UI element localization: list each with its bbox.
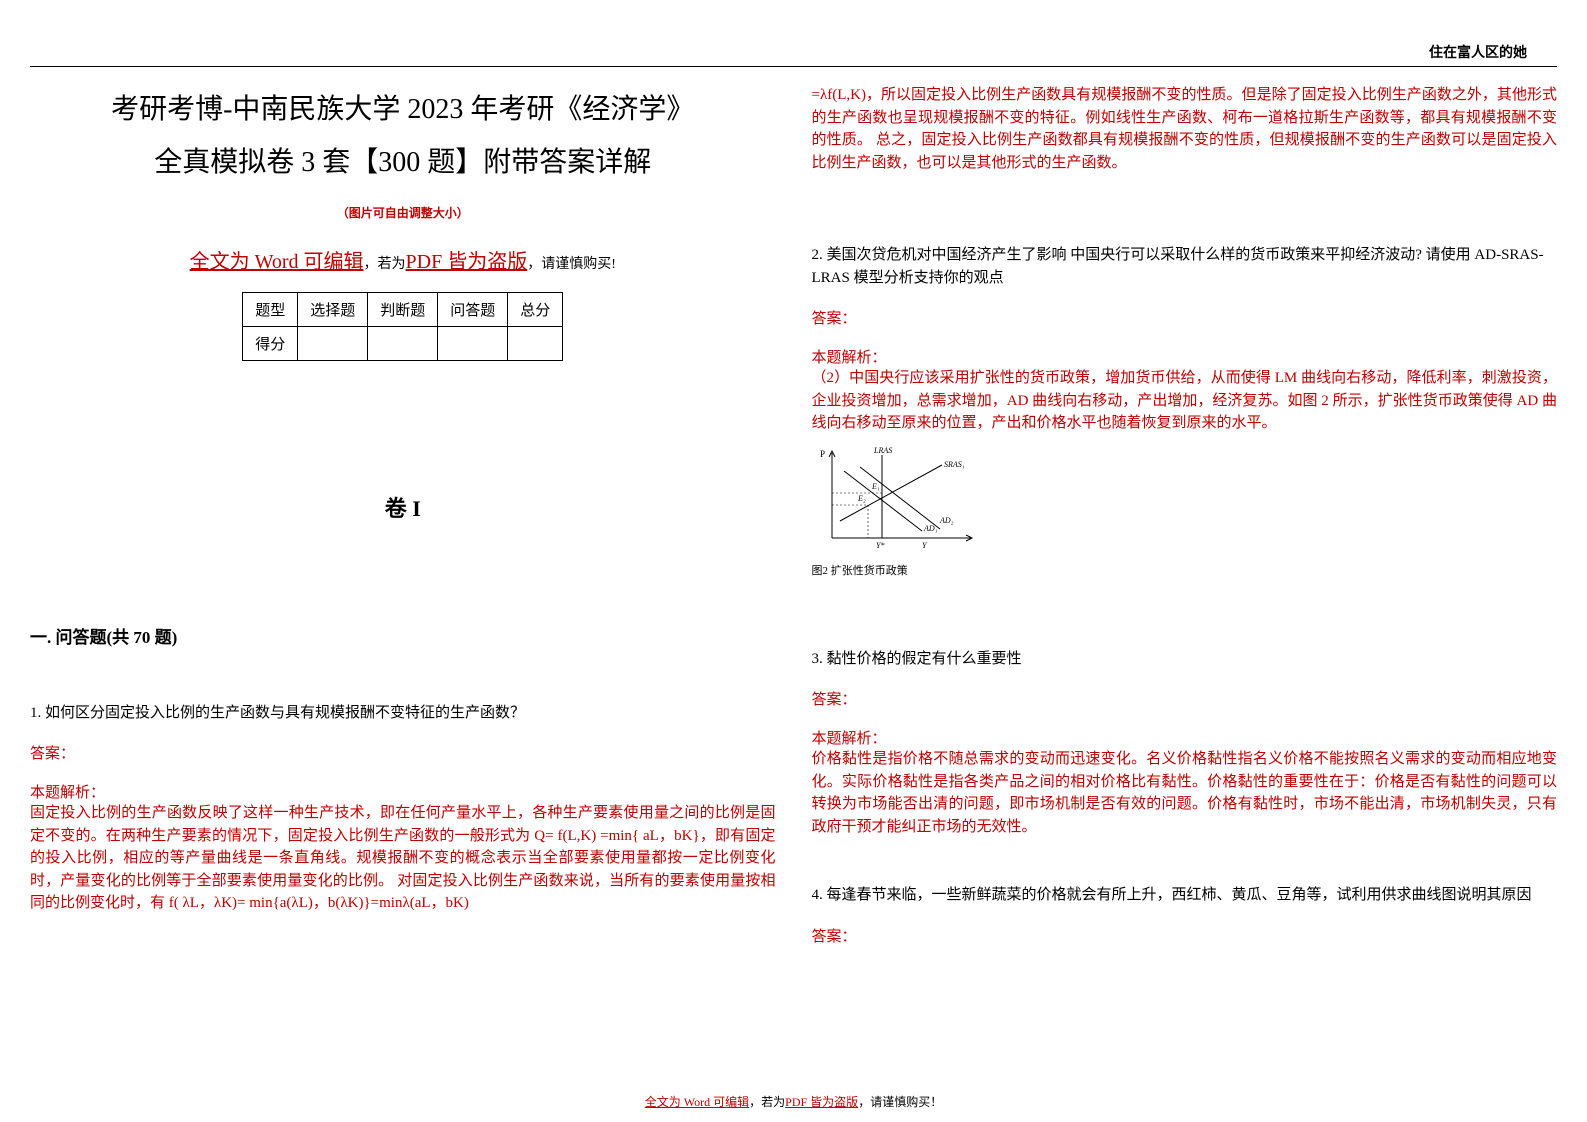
chart-label-p: P	[820, 449, 825, 459]
table-cell	[438, 326, 508, 360]
score-table: 题型 选择题 判断题 问答题 总分 得分	[242, 292, 563, 361]
table-row: 得分	[243, 326, 563, 360]
section-heading: 一. 问答题(共 70 题)	[30, 623, 776, 648]
chart-label-ad1: AD₁	[923, 524, 938, 533]
chart-figure-2: P LRAS SRAS₁ AD₁ AD₂ E₁ E₂ Y* Y 图2 扩张性货币…	[812, 443, 1558, 578]
editable-pdf: PDF 皆为盗版	[406, 251, 528, 273]
question-2: 2. 美国次贷危机对中国经济产生了影响 中国央行可以采取什么样的货币政策来平抑经…	[812, 244, 1558, 289]
table-header: 判断题	[368, 292, 438, 326]
analysis-body-2: （2）中国央行应该采用扩张性的货币政策，增加货币供给，从而使得 LM 曲线向右移…	[812, 367, 1558, 435]
footer-warning: 全文为 Word 可编辑，若为PDF 皆为盗版，请谨慎购买！	[0, 1093, 1587, 1110]
table-cell	[298, 326, 368, 360]
table-header: 题型	[243, 292, 298, 326]
answer-label: 答案：	[812, 925, 1558, 946]
volume-title: 卷 I	[30, 491, 776, 523]
editable-mid: ，若为	[364, 257, 406, 272]
analysis-body-1-cont: =λf(L,K)，所以固定投入比例生产函数具有规模报酬不变的性质。但是除了固定投…	[812, 84, 1558, 174]
table-header: 问答题	[438, 292, 508, 326]
footer-mid: ，若为	[749, 1095, 785, 1109]
editable-suffix: ，请谨慎购买!	[527, 257, 616, 272]
table-row: 题型 选择题 判断题 问答题 总分	[243, 292, 563, 326]
question-4: 4. 每逢春节来临，一些新鲜蔬菜的价格就会有所上升，西红柿、黄瓜、豆角等，试利用…	[812, 884, 1558, 907]
image-adjust-note: （图片可自由调整大小）	[30, 204, 776, 221]
table-cell	[368, 326, 438, 360]
chart-label-e1: E₁	[871, 482, 880, 491]
table-cell: 得分	[243, 326, 298, 360]
analysis-body-3: 价格黏性是指价格不随总需求的变动而迅速变化。名义价格黏性指名义价格不能按照名义需…	[812, 748, 1558, 838]
question-1: 1. 如何区分固定投入比例的生产函数与具有规模报酬不变特征的生产函数？	[30, 702, 776, 725]
answer-label: 答案：	[812, 307, 1558, 328]
chart-label-ystar: Y*	[876, 541, 884, 550]
document-title-line2: 全真模拟卷 3 套【300 题】附带答案详解	[30, 141, 776, 186]
chart-label-lras: LRAS	[873, 446, 892, 455]
analysis-label: 本题解析：	[812, 346, 1558, 367]
table-header: 总分	[508, 292, 563, 326]
ad-sras-lras-chart: P LRAS SRAS₁ AD₁ AD₂ E₁ E₂ Y* Y	[812, 443, 982, 553]
footer-word: 全文为 Word 可编辑	[645, 1095, 749, 1109]
question-3: 3. 黏性价格的假定有什么重要性	[812, 648, 1558, 671]
right-column: =λf(L,K)，所以固定投入比例生产函数具有规模报酬不变的性质。但是除了固定投…	[812, 80, 1558, 946]
two-column-layout: 考研考博-中南民族大学 2023 年考研《经济学》 全真模拟卷 3 套【300 …	[30, 80, 1557, 946]
analysis-label: 本题解析：	[30, 781, 776, 802]
header-rule	[30, 66, 1557, 67]
chart-label-e2: E₂	[857, 494, 866, 503]
table-header: 选择题	[298, 292, 368, 326]
table-cell	[508, 326, 563, 360]
chart-caption: 图2 扩张性货币政策	[812, 562, 1558, 578]
answer-label: 答案：	[812, 688, 1558, 709]
editable-warning: 全文为 Word 可编辑，若为PDF 皆为盗版，请谨慎购买!	[30, 245, 776, 274]
chart-label-ad2: AD₂	[939, 516, 954, 525]
analysis-body-1: 固定投入比例的生产函数反映了这样一种生产技术，即在任何产量水平上，各种生产要素使…	[30, 802, 776, 915]
analysis-label: 本题解析：	[812, 727, 1558, 748]
header-note: 住在富人区的她	[1429, 42, 1527, 62]
footer-suffix: ，请谨慎购买！	[858, 1095, 942, 1109]
footer-pdf: PDF 皆为盗版	[785, 1095, 858, 1109]
left-column: 考研考博-中南民族大学 2023 年考研《经济学》 全真模拟卷 3 套【300 …	[30, 80, 776, 946]
answer-label: 答案：	[30, 742, 776, 763]
chart-label-y: Y	[922, 541, 928, 550]
chart-label-sras: SRAS₁	[944, 460, 965, 469]
editable-word: 全文为 Word 可编辑	[190, 251, 364, 273]
document-title-line1: 考研考博-中南民族大学 2023 年考研《经济学》	[30, 88, 776, 133]
